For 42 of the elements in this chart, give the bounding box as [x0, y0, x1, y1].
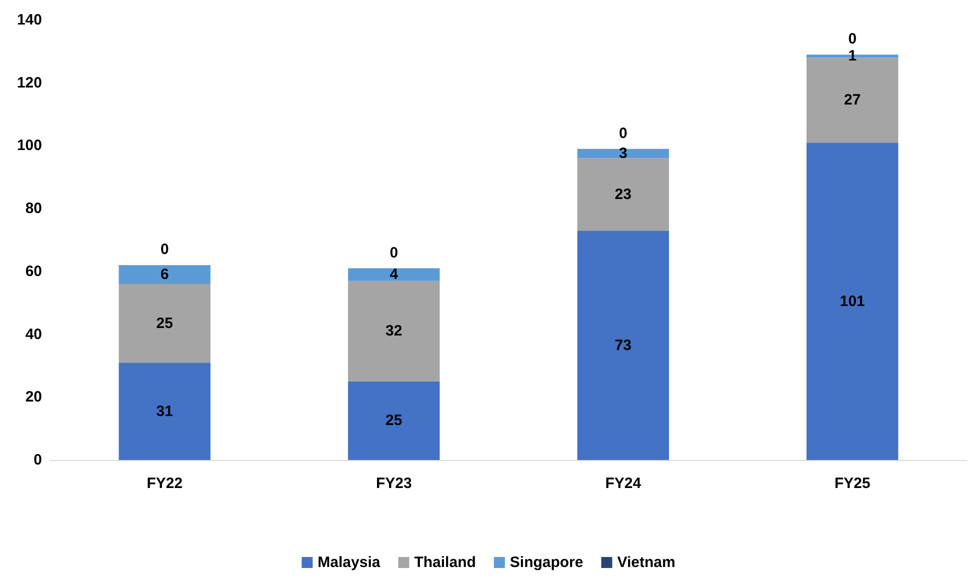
bar — [118, 362, 210, 460]
data-label: 27 — [844, 92, 861, 109]
y-tick-label: 40 — [25, 326, 42, 343]
legend-label: Malaysia — [318, 554, 381, 571]
data-label: 6 — [160, 266, 169, 284]
y-tick-label: 100 — [16, 137, 42, 154]
y-tick-label: 120 — [16, 74, 42, 92]
x-tick-label: FY23 — [376, 475, 412, 492]
bar — [118, 284, 210, 363]
y-tick-label: 80 — [25, 200, 42, 218]
data-label: 4 — [390, 266, 399, 284]
bar — [348, 280, 440, 382]
data-label: 0 — [160, 241, 169, 258]
data-label: 0 — [848, 30, 857, 48]
data-label: 73 — [614, 336, 632, 354]
y-tick-label: 20 — [25, 388, 42, 406]
bar — [577, 230, 669, 460]
bar — [118, 265, 210, 284]
y-tick-label: 140 — [16, 12, 42, 28]
data-label: 0 — [618, 124, 628, 142]
bar — [806, 142, 898, 460]
data-label: 101 — [840, 292, 865, 310]
data-label: 23 — [614, 186, 632, 203]
data-label: 31 — [156, 402, 173, 420]
x-tick-label: FY24 — [605, 475, 642, 492]
data-label: 0 — [390, 244, 398, 262]
bar — [577, 148, 669, 158]
data-label: 3 — [618, 145, 628, 162]
y-tick-label: 60 — [25, 262, 42, 280]
bar — [348, 381, 440, 460]
bar — [577, 158, 669, 231]
data-label: 1 — [848, 48, 857, 65]
legend-label: Vietnam — [617, 554, 676, 571]
x-tick-label: FY22 — [146, 475, 183, 492]
legend-label: Thailand — [414, 554, 476, 571]
y-tick-label: 0 — [34, 452, 42, 468]
x-tick-label: FY25 — [834, 475, 870, 492]
legend-label: Singapore — [510, 554, 584, 571]
data-label: 32 — [386, 322, 402, 340]
data-label: 25 — [386, 412, 402, 430]
data-label: 25 — [156, 314, 173, 332]
bar — [348, 268, 440, 281]
